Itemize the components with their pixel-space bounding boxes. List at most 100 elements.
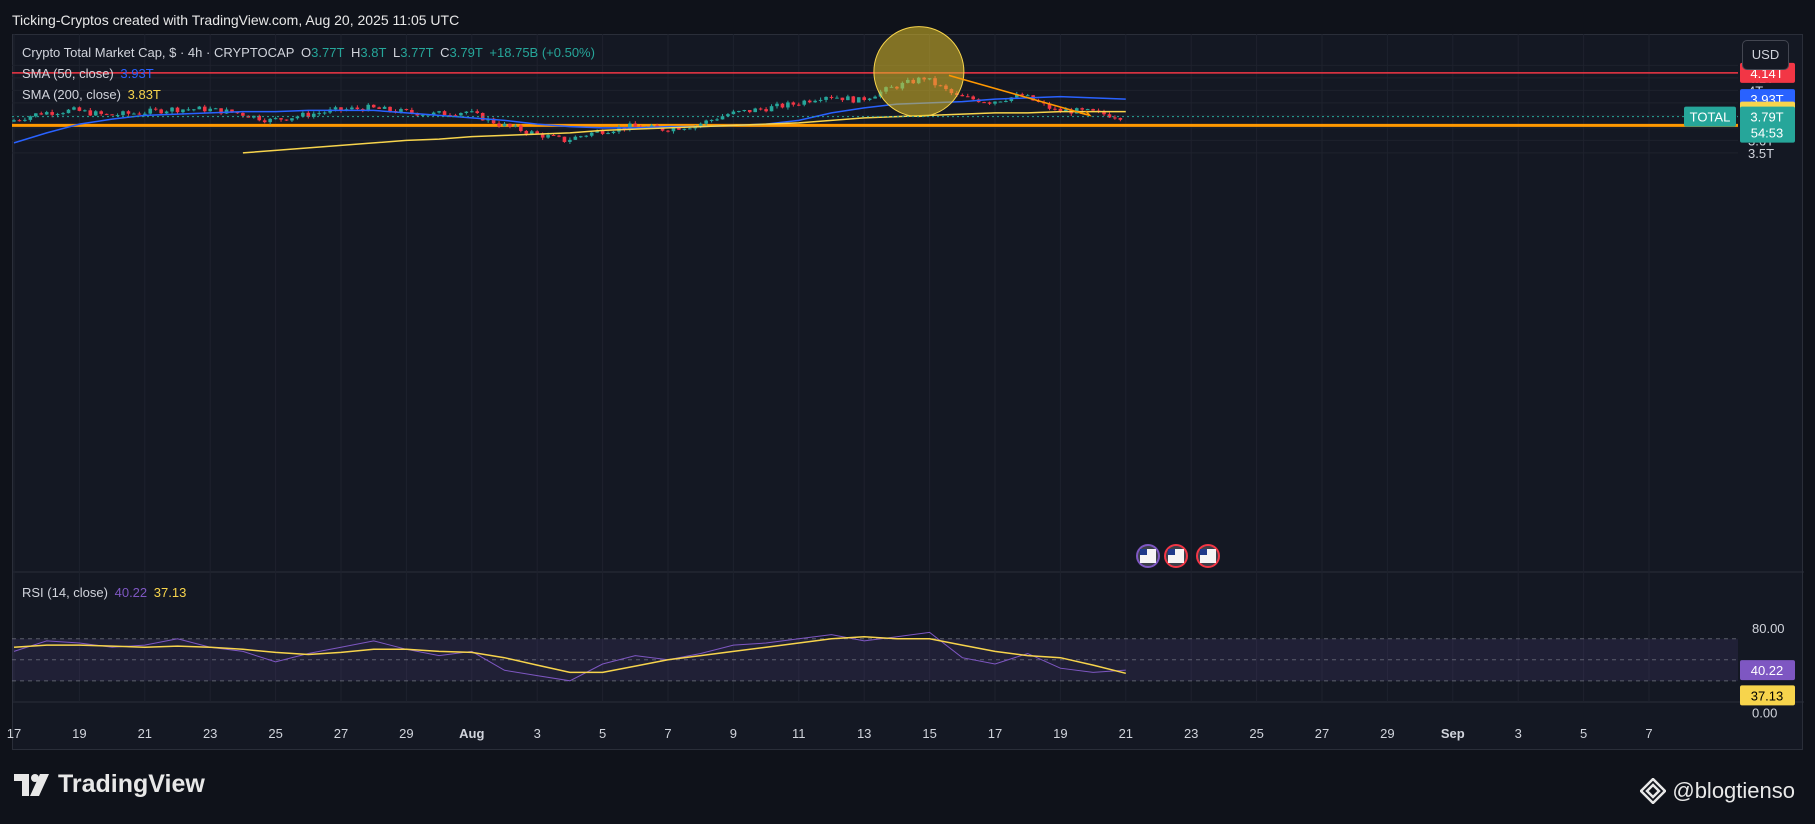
time-tick-label: Aug [459, 726, 484, 741]
time-tick-label: 7 [1645, 726, 1652, 741]
countdown-label: 54:53 [1751, 126, 1784, 141]
candle-body [99, 111, 103, 114]
open-label: O [301, 45, 312, 60]
candle-body [66, 109, 71, 114]
candle-body [829, 96, 834, 98]
candle-body [115, 115, 120, 117]
candle-body [704, 120, 708, 124]
candle-body [1118, 118, 1123, 120]
candle-body [813, 100, 817, 103]
candle-body [1020, 94, 1025, 96]
time-tick-label: 3 [1515, 726, 1522, 741]
candle-body [818, 99, 823, 101]
candle-body [791, 102, 796, 105]
candle-body [470, 111, 474, 113]
candle-body [410, 109, 414, 113]
candle-body [513, 125, 518, 127]
candle-body [540, 133, 545, 138]
candle-body [132, 113, 136, 115]
candle-body [284, 119, 289, 121]
candle-body [126, 111, 131, 114]
candle-body [797, 104, 801, 106]
candle-body [153, 108, 158, 110]
candle-body [508, 123, 512, 127]
time-tick-label: 29 [399, 726, 413, 741]
rsi-tick-80: 80.00 [1752, 621, 1785, 636]
candle-body [1107, 114, 1112, 118]
time-tick-label: 13 [857, 726, 871, 741]
candle-body [442, 111, 447, 115]
time-tick-label: 19 [72, 726, 86, 741]
close-label: C [440, 45, 450, 60]
candle-body [835, 97, 839, 99]
currency-button[interactable]: USD [1742, 40, 1789, 70]
candle-body [181, 109, 185, 113]
candle-body [584, 135, 589, 137]
candle-body [786, 102, 790, 108]
candle-body [589, 132, 594, 136]
candle-body [39, 113, 44, 115]
candle-body [230, 109, 234, 113]
candle-body [241, 112, 245, 116]
candle-body [867, 98, 872, 100]
candle-body [807, 100, 812, 103]
candle-body [55, 113, 60, 115]
candle-body [802, 100, 807, 105]
time-tick-label: 15 [922, 726, 936, 741]
open-value: 3.77T [311, 45, 345, 60]
candle-body [371, 104, 376, 108]
time-tick-label: 25 [1249, 726, 1263, 741]
candle-body [83, 110, 87, 112]
candle-body [104, 113, 109, 115]
candle-body [295, 116, 300, 119]
candle-body [846, 96, 850, 101]
change-value: +18.75B (+0.50%) [489, 45, 595, 60]
candle-body [1102, 111, 1106, 115]
candle-body [1058, 108, 1063, 112]
candle-body [257, 115, 262, 121]
candle-body [873, 96, 877, 99]
sma200-label: SMA (200, close) [22, 87, 121, 102]
candle-body [366, 104, 371, 112]
candle-body [731, 111, 736, 115]
last-price-tag-bg [1740, 106, 1795, 143]
candle-body [568, 139, 572, 142]
candle-body [186, 109, 191, 111]
candle-body [971, 96, 975, 100]
rsi-value-tag: 40.22 [1751, 663, 1784, 678]
candle-body [982, 102, 986, 104]
downtrend-arrow-head [1079, 110, 1092, 117]
candle-body [273, 118, 278, 120]
candle-body [747, 109, 752, 113]
candle-body [1015, 94, 1019, 98]
rsi-ma-line [13, 635, 1126, 675]
candle-body [377, 107, 381, 109]
symbol-legend: Crypto Total Market Cap, $ · 4h · CRYPTO… [22, 45, 598, 60]
candle-body [628, 123, 632, 130]
candle-body [1053, 108, 1057, 110]
time-tick-label: 29 [1380, 726, 1394, 741]
candle-body [960, 95, 965, 97]
time-tick-label: 17 [7, 726, 21, 741]
downtrend-arrow-line [948, 74, 1090, 117]
candle-body [333, 107, 338, 110]
sma200-legend[interactable]: SMA (200, close) 3.83T [22, 87, 164, 102]
candle-body [301, 112, 305, 117]
rsi-legend[interactable]: RSI (14, close) 40.22 37.13 [22, 585, 189, 600]
candle-body [77, 107, 82, 111]
candle-body [44, 112, 49, 115]
candle-body [1113, 117, 1117, 119]
candle-body [606, 133, 610, 135]
time-tick-label: 23 [1184, 726, 1198, 741]
candle-body [671, 127, 676, 132]
candle-body [143, 113, 147, 115]
candle-body [279, 118, 283, 120]
rsi-tick-0: 0.00 [1752, 705, 1777, 720]
sma50-legend[interactable]: SMA (50, close) 3.93T [22, 66, 157, 81]
symbol-name: Crypto Total Market Cap, $ · 4h · CRYPTO… [22, 45, 295, 60]
candle-body [420, 114, 425, 116]
candle-body [148, 108, 153, 114]
candle-body [660, 127, 665, 131]
tradingview-logo[interactable]: TradingView [14, 770, 205, 799]
